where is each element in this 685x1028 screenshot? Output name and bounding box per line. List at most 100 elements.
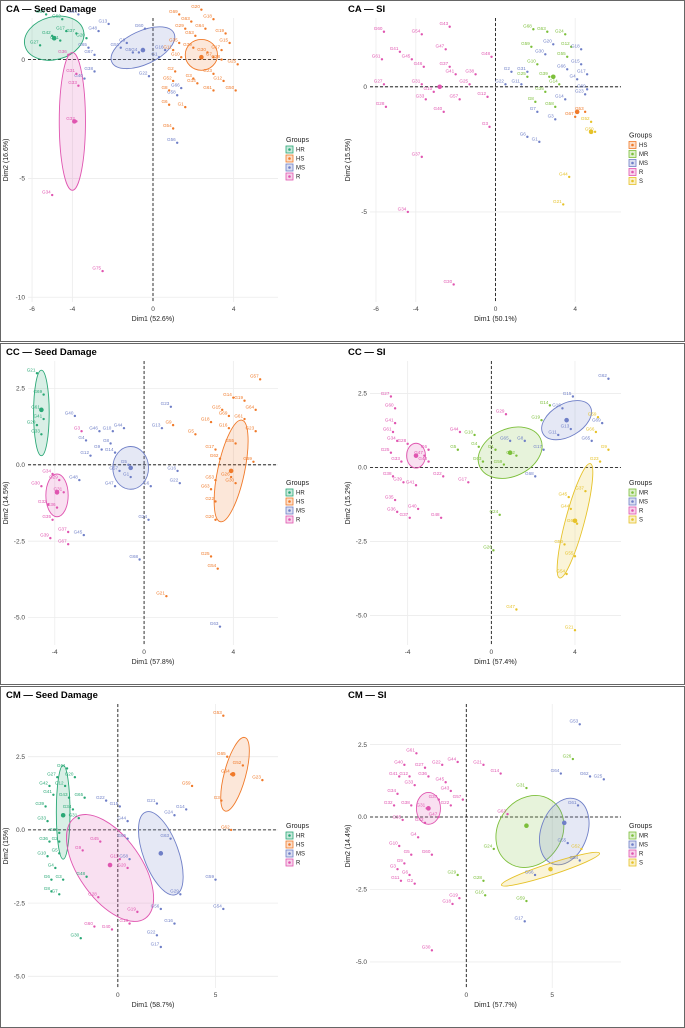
legend-key-dot <box>631 491 634 494</box>
data-point-g39 <box>402 481 405 484</box>
data-point-g31 <box>75 72 78 76</box>
point-label: G6 <box>402 869 409 874</box>
data-point-g19 <box>243 399 246 402</box>
data-point-g43 <box>67 796 71 799</box>
point-label: G2 <box>52 836 59 841</box>
point-label: G39 <box>539 71 548 76</box>
data-point-g19 <box>224 32 227 35</box>
point-label: G40 <box>74 73 83 78</box>
confidence-ellipse-ms <box>539 797 590 866</box>
x-tick-label: 0 <box>151 306 155 313</box>
data-point-g12 <box>222 79 225 83</box>
legend-label-ms: MS <box>639 843 648 849</box>
point-label: G58 <box>119 854 128 859</box>
data-point-g9 <box>100 448 103 451</box>
point-label: G55 <box>557 51 566 56</box>
data-point-g10 <box>432 90 435 94</box>
point-label: G69 <box>33 389 42 394</box>
point-label: G45 <box>435 777 444 782</box>
point-label: G31 <box>516 782 525 787</box>
data-point-g5 <box>194 433 197 436</box>
data-point-g21 <box>155 802 159 805</box>
y-axis-label: Dim2 (15.5%) <box>345 139 352 182</box>
point-label: G37 <box>439 61 448 66</box>
x-tick-label: -4 <box>69 306 75 313</box>
point-label: G25 <box>517 71 526 76</box>
point-label: G34 <box>63 804 72 809</box>
data-point-g14 <box>196 82 199 85</box>
point-label: G41 <box>389 771 398 776</box>
point-label: G65 <box>500 435 509 440</box>
point-label: G30 <box>71 933 80 938</box>
data-point-g63 <box>190 20 193 23</box>
point-label: G47 <box>414 450 423 455</box>
point-label: G38 <box>401 800 410 805</box>
data-point-g23 <box>169 405 173 409</box>
point-label: G2 <box>407 878 414 883</box>
data-point-g14 <box>548 404 552 407</box>
point-label: G10 <box>171 52 180 57</box>
point-label: G61 <box>36 9 45 14</box>
data-point-g48 <box>97 29 100 33</box>
point-label: G60 <box>84 921 93 926</box>
x-axis-label: Dim1 (57.8%) <box>132 659 175 666</box>
data-point-g20 <box>73 775 77 779</box>
data-point-g15 <box>118 805 121 808</box>
point-label: G4 <box>471 441 478 446</box>
data-point-g18 <box>209 420 213 424</box>
point-label: G28 <box>88 892 97 897</box>
data-point-g66 <box>566 68 569 71</box>
data-point-g53 <box>214 478 217 482</box>
data-point-g30 <box>40 485 43 488</box>
legend-label-hr: HR <box>296 148 305 154</box>
x-axis-label: Dim1 (52.6%) <box>132 316 175 323</box>
point-label: G64 <box>221 769 230 774</box>
data-point-g37 <box>75 32 78 35</box>
data-point-g29 <box>179 893 182 896</box>
point-label: G24 <box>164 810 173 815</box>
group-centroid-mr <box>550 74 556 80</box>
point-label: G34 <box>42 189 51 194</box>
point-label: G59 <box>182 780 191 785</box>
panel-cm-si: CM — SI 0 5 -5.0 -2.5 0.0 2.5 Dim1 (57.7%) Dim2 … <box>345 690 652 1009</box>
data-point-g26 <box>229 475 233 479</box>
point-label: G61 <box>234 413 243 418</box>
group-centroid-ms <box>564 417 569 423</box>
point-label: G63 <box>473 456 482 461</box>
point-label: G19 <box>531 415 540 420</box>
point-label: G38 <box>383 471 392 476</box>
data-point-g28 <box>220 58 223 61</box>
point-label: G39 <box>183 42 192 47</box>
point-label: G19 <box>449 893 458 898</box>
legend-title: Groups <box>286 137 309 144</box>
point-label: G6 <box>520 131 527 136</box>
point-label: G56 <box>151 903 160 908</box>
data-point-g8 <box>167 89 171 92</box>
point-label: G44 <box>559 171 568 176</box>
point-label: G47 <box>429 811 438 816</box>
point-label: G43 <box>441 785 450 790</box>
data-point-g35 <box>51 518 54 521</box>
data-point-g13 <box>569 427 572 431</box>
point-label: G32 <box>38 499 47 504</box>
point-label: G17 <box>515 916 524 921</box>
data-point-g20 <box>35 423 39 427</box>
legend-label-r: R <box>296 861 301 867</box>
data-point-g54 <box>565 572 568 576</box>
point-label: G3 <box>390 864 397 869</box>
x-tick-label: -4 <box>405 649 411 656</box>
point-label: G33 <box>391 456 400 461</box>
data-point-g53 <box>578 723 581 726</box>
point-label: G37 <box>429 794 438 799</box>
point-label: G31 <box>69 813 78 818</box>
data-point-g37 <box>584 489 587 493</box>
point-label: G4 <box>131 47 138 52</box>
data-point-g44 <box>458 430 462 434</box>
point-label: G22 <box>432 759 441 764</box>
point-label: G2 <box>504 66 511 71</box>
data-point-g18 <box>451 902 454 906</box>
data-point-g2 <box>173 70 177 73</box>
point-label: G52 <box>233 760 242 765</box>
data-point-g16 <box>483 894 487 897</box>
